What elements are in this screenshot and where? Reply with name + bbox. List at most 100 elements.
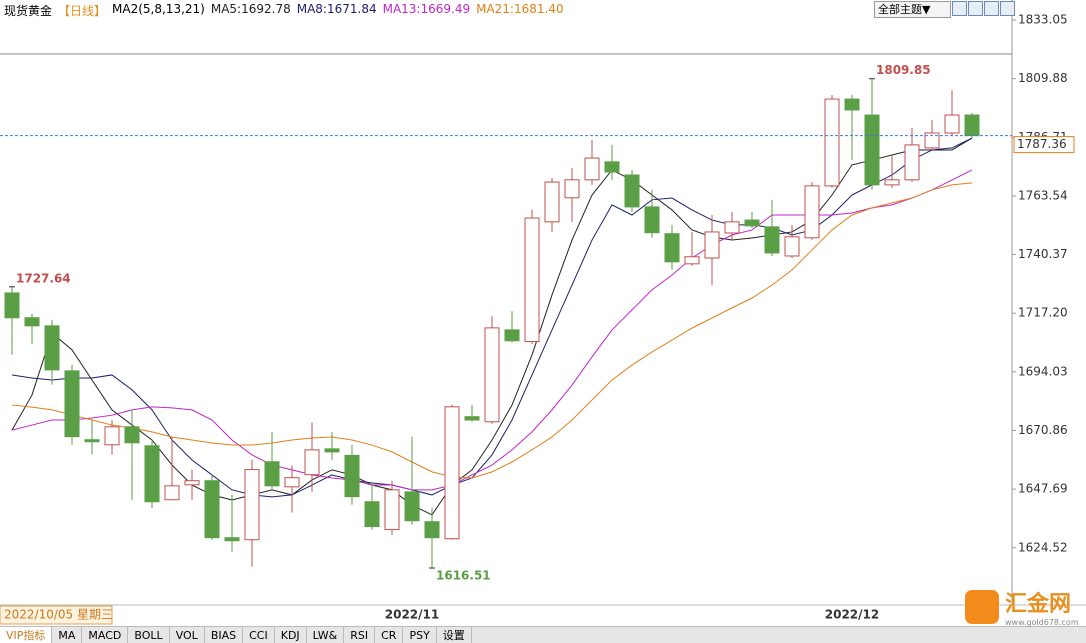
extreme-label: 1616.51: [436, 569, 491, 583]
candle-body: [664, 233, 680, 263]
candle-body: [624, 174, 640, 208]
y-tick-label: 1694.03: [1018, 364, 1068, 378]
y-tick-label: 1624.52: [1018, 540, 1068, 554]
legend-entry: MA5:1692.78: [210, 2, 291, 16]
candle-body: [524, 217, 540, 343]
logo-text: 汇金网: [1005, 592, 1072, 617]
candle-body: [284, 477, 300, 488]
candle-body: [884, 179, 900, 186]
cursor-date-box: [0, 605, 113, 625]
candle-body: [484, 327, 500, 423]
candle-body: [184, 480, 200, 486]
candle-body: [964, 114, 980, 137]
legend-entry: MA8:1671.84: [296, 2, 377, 16]
candle-body: [4, 292, 20, 319]
y-tick-label: 1647.69: [1018, 482, 1068, 496]
logo-url: www.gold678.com: [1005, 618, 1079, 627]
theme-dropdown[interactable]: 全部主题▼: [874, 1, 951, 18]
x-tick-label: 2022/10/05 星期三: [4, 608, 113, 622]
candle-body: [124, 426, 140, 444]
indicator-tabs: VIP指标 MA MACD BOLL VOL BIAS CCI KDJ LW& RSI CR PSY 设…: [0, 626, 1086, 643]
candle-body: [344, 454, 360, 498]
candle-body: [564, 179, 580, 199]
legend-entry: MA21:1681.40: [476, 2, 564, 16]
tab[interactable]: LW&: [307, 627, 345, 643]
candle-body: [224, 537, 240, 542]
candle-body: [864, 114, 880, 186]
candle-body: [684, 256, 700, 265]
indicator: MA2(5,8,13,21): [112, 2, 205, 16]
tab[interactable]: VIP指标: [0, 627, 53, 643]
header: 现货黄金 【日线】 MA2(5,8,13,21) MA5:1692.78 MA8…: [4, 2, 564, 19]
price-label: 1787.36: [1017, 137, 1067, 151]
tab[interactable]: MA: [52, 627, 83, 643]
ma-line: [11, 182, 973, 479]
candle-body: [464, 416, 480, 421]
candle-body: [144, 445, 160, 503]
tab[interactable]: CCI: [243, 627, 275, 643]
y-tick-label: 1809.88: [1018, 71, 1068, 85]
candle-body: [604, 161, 620, 173]
y-tick-label: 1740.37: [1018, 247, 1068, 261]
candle-body: [744, 219, 760, 227]
toolbar-button[interactable]: [968, 1, 983, 16]
candle-body: [784, 236, 800, 257]
x-tick-label: 2022/12: [825, 608, 879, 622]
candle-body: [44, 325, 60, 371]
candle-body: [644, 206, 660, 234]
instrument: 现货黄金: [4, 4, 53, 18]
tab[interactable]: CR: [375, 627, 404, 643]
tab[interactable]: KDJ: [275, 627, 307, 643]
candle-body: [164, 485, 180, 501]
price-box: [1013, 136, 1075, 154]
candle-body: [384, 489, 400, 531]
candle-body: [544, 181, 560, 223]
candle-body: [304, 449, 320, 476]
x-tick-label: 2022/11: [385, 608, 439, 622]
candle-body: [764, 226, 780, 254]
candle-body: [704, 231, 720, 259]
tab[interactable]: BIAS: [205, 627, 244, 643]
tab[interactable]: MACD: [82, 627, 129, 643]
candle-body: [944, 114, 960, 134]
candle-body: [924, 132, 940, 149]
toolbar-button[interactable]: [1000, 1, 1015, 16]
candle-body: [504, 329, 520, 342]
y-tick-label: 1763.54: [1018, 188, 1068, 202]
candle-body: [844, 98, 860, 111]
candle-body: [724, 221, 740, 234]
y-tick-label: 1717.20: [1018, 306, 1068, 320]
watermark: 汇金网 www.gold678.com: [965, 586, 1079, 627]
candle-body: [904, 144, 920, 181]
tab[interactable]: 设置: [437, 627, 472, 643]
candle-body: [64, 370, 80, 438]
candle-body: [264, 461, 280, 487]
toolbar-button[interactable]: [952, 1, 967, 16]
toolbar-button[interactable]: [984, 1, 999, 16]
candle-body: [84, 439, 100, 443]
extreme-label: 1809.85: [876, 63, 931, 77]
y-tick-label: 1833.05: [1018, 12, 1068, 26]
legend-entry: MA13:1669.49: [382, 2, 471, 16]
candle-body: [364, 501, 380, 528]
tab[interactable]: RSI: [344, 627, 376, 643]
candle-body: [24, 317, 40, 327]
logo-icon: [965, 589, 999, 624]
candle-body: [324, 448, 340, 453]
period: 【日线】: [58, 4, 107, 18]
candle-body: [804, 185, 820, 239]
candle-body: [444, 406, 460, 540]
extreme-label: 1727.64: [16, 271, 71, 285]
candle-body: [824, 98, 840, 187]
candle-body: [104, 426, 120, 446]
tab[interactable]: VOL: [170, 627, 205, 643]
candle-body: [584, 157, 600, 181]
candle-body: [244, 469, 260, 541]
tab[interactable]: PSY: [403, 627, 437, 643]
tab[interactable]: BOLL: [128, 627, 170, 643]
candle-body: [424, 521, 440, 539]
y-tick-label: 1670.86: [1018, 423, 1068, 437]
candle-body: [204, 480, 220, 539]
